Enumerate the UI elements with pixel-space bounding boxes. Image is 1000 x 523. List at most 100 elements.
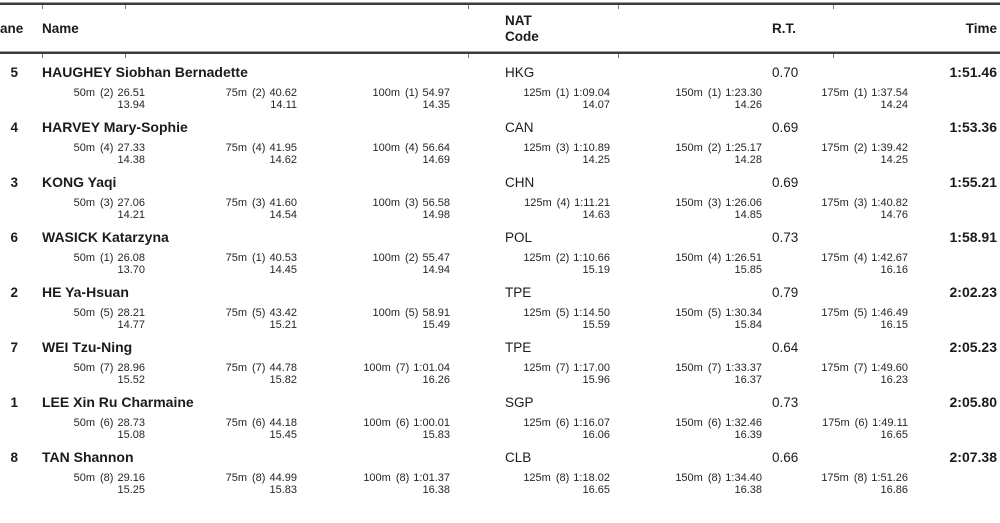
nation-code: POL (505, 230, 533, 245)
lane-number: 1 (10, 395, 18, 410)
split-rank: (7) (100, 362, 114, 374)
split-cell: 150m (2) 1:25.17 14.28 (610, 142, 762, 167)
split-distance: 150m (675, 142, 703, 154)
split-cumulative-line: 175m (7) 1:49.60 (762, 362, 908, 375)
split-cumulative-line: 125m (5) 1:14.50 (450, 307, 610, 320)
split-rank: (5) (853, 307, 868, 319)
split-cumulative-time: 44.99 (269, 472, 297, 484)
splits-line: 50m (6) 28.73 15.08 75m (6) 44.18 15.45 100m… (0, 417, 1000, 442)
column-boundary-tick (833, 5, 834, 9)
result-main-line: 2 HE Ya-Hsuan TPE 0.79 2:02.23 (0, 284, 1000, 300)
swimmer-name: KONG Yaqi (42, 174, 117, 190)
split-distance: 125m (523, 362, 551, 374)
result-row: 3 KONG Yaqi CHN 0.69 1:55.21 50m (3) 27.06… (0, 166, 1000, 221)
split-lap-time: 14.77 (117, 319, 145, 331)
swimmer-name: HARVEY Mary-Sophie (42, 119, 188, 135)
split-cumulative-time: 56.58 (422, 197, 450, 209)
header-separator (0, 52, 1000, 58)
split-lap-time: 15.49 (422, 319, 450, 331)
split-cumulative-time: 27.06 (117, 197, 145, 209)
split-cumulative-time: 43.42 (269, 307, 297, 319)
split-cell: 150m (5) 1:30.34 15.84 (610, 307, 762, 332)
result-main-line: 8 TAN Shannon CLB 0.66 2:07.38 (0, 449, 1000, 465)
split-rank: (7) (395, 362, 410, 374)
split-rank: (6) (555, 417, 570, 429)
split-cumulative-time: 1:26.06 (725, 197, 762, 209)
column-boundary-tick (42, 54, 43, 58)
split-cell: 175m (7) 1:49.60 16.23 (762, 362, 908, 387)
swimmer-name: HE Ya-Hsuan (42, 284, 129, 300)
split-rank: (2) (853, 142, 868, 154)
final-time: 1:55.21 (949, 174, 997, 190)
column-boundary-tick (468, 54, 469, 58)
split-distance: 175m (821, 252, 849, 264)
result-row: 1 LEE Xin Ru Charmaine SGP 0.73 2:05.80 … (0, 386, 1000, 441)
nation-code: SGP (505, 395, 534, 410)
split-cumulative-line: 175m (6) 1:49.11 (762, 417, 908, 430)
split-lap-time: 16.16 (880, 264, 908, 276)
split-rank: (7) (252, 362, 266, 374)
split-distance: 75m (225, 142, 248, 154)
split-cumulative-line: 75m (4) 41.95 (145, 142, 297, 155)
final-time: 2:07.38 (949, 449, 997, 465)
split-distance: 125m (523, 142, 551, 154)
split-rank: (3) (405, 197, 419, 209)
split-cell: 150m (1) 1:23.30 14.26 (610, 87, 762, 112)
split-cumulative-line: 175m (2) 1:39.42 (762, 142, 908, 155)
results-sheet: ane Name NAT Code R.T. Time 5 HAUGHEY Si… (0, 3, 1000, 523)
split-cumulative-line: 175m (8) 1:51.26 (762, 472, 908, 485)
split-rank: (7) (853, 362, 868, 374)
split-distance: 50m (73, 417, 96, 429)
split-distance: 50m (73, 142, 96, 154)
split-cumulative-time: 29.16 (117, 472, 145, 484)
split-cell: 50m (7) 28.96 15.52 (0, 362, 145, 387)
split-rank: (5) (405, 307, 419, 319)
split-cumulative-time: 1:01.04 (413, 362, 450, 374)
split-lap-time: 16.15 (880, 319, 908, 331)
split-rank: (6) (100, 417, 114, 429)
split-cumulative-line: 125m (4) 1:11.21 (450, 197, 610, 210)
split-cumulative-line: 75m (1) 40.53 (145, 252, 297, 265)
column-boundary-tick (618, 54, 619, 58)
split-cumulative-time: 41.60 (269, 197, 297, 209)
split-distance: 125m (524, 197, 552, 209)
split-cumulative-line: 175m (5) 1:46.49 (762, 307, 908, 320)
split-distance: 175m (821, 87, 849, 99)
split-rank: (8) (853, 472, 868, 484)
split-cumulative-time: 1:16.07 (573, 417, 610, 429)
split-cumulative-time: 1:10.89 (573, 142, 610, 154)
lane-number: 8 (10, 450, 18, 465)
split-rank: (1) (405, 87, 419, 99)
split-rank: (1) (100, 252, 114, 264)
split-cumulative-line: 125m (2) 1:10.66 (450, 252, 610, 265)
split-distance: 50m (73, 87, 96, 99)
split-lap-time: 13.94 (117, 99, 145, 111)
split-cumulative-line: 125m (8) 1:18.02 (450, 472, 610, 485)
split-cell: 75m (7) 44.78 15.82 (145, 362, 297, 387)
split-cumulative-line: 50m (8) 29.16 (0, 472, 145, 485)
split-cumulative-time: 1:17.00 (573, 362, 610, 374)
split-cumulative-time: 1:37.54 (871, 87, 908, 99)
split-cell: 100m (2) 55.47 14.94 (297, 252, 450, 277)
split-distance: 100m (363, 362, 391, 374)
split-cumulative-line: 50m (1) 26.08 (0, 252, 145, 265)
split-lap-time: 13.70 (117, 264, 145, 276)
split-cumulative-time: 28.21 (117, 307, 145, 319)
reaction-time: 0.73 (772, 230, 799, 245)
name-column-header: Name (42, 21, 79, 36)
split-rank: (1) (555, 87, 570, 99)
split-distance: 150m (675, 472, 703, 484)
split-cell: 100m (1) 54.97 14.35 (297, 87, 450, 112)
split-cell: 50m (5) 28.21 14.77 (0, 307, 145, 332)
split-rank: (6) (854, 417, 869, 429)
split-cell: 75m (1) 40.53 14.45 (145, 252, 297, 277)
split-cumulative-line: 50m (2) 26.51 (0, 87, 145, 100)
lane-column-header: ane (0, 21, 24, 36)
final-time: 1:51.46 (949, 64, 997, 80)
split-cell: 100m (4) 56.64 14.69 (297, 142, 450, 167)
split-lap-time: 14.94 (422, 264, 450, 276)
split-rank: (3) (853, 197, 868, 209)
table-header: ane Name NAT Code R.T. Time (0, 5, 1000, 52)
split-cell: 50m (4) 27.33 14.38 (0, 142, 145, 167)
reaction-time-column-header: R.T. (772, 21, 797, 36)
